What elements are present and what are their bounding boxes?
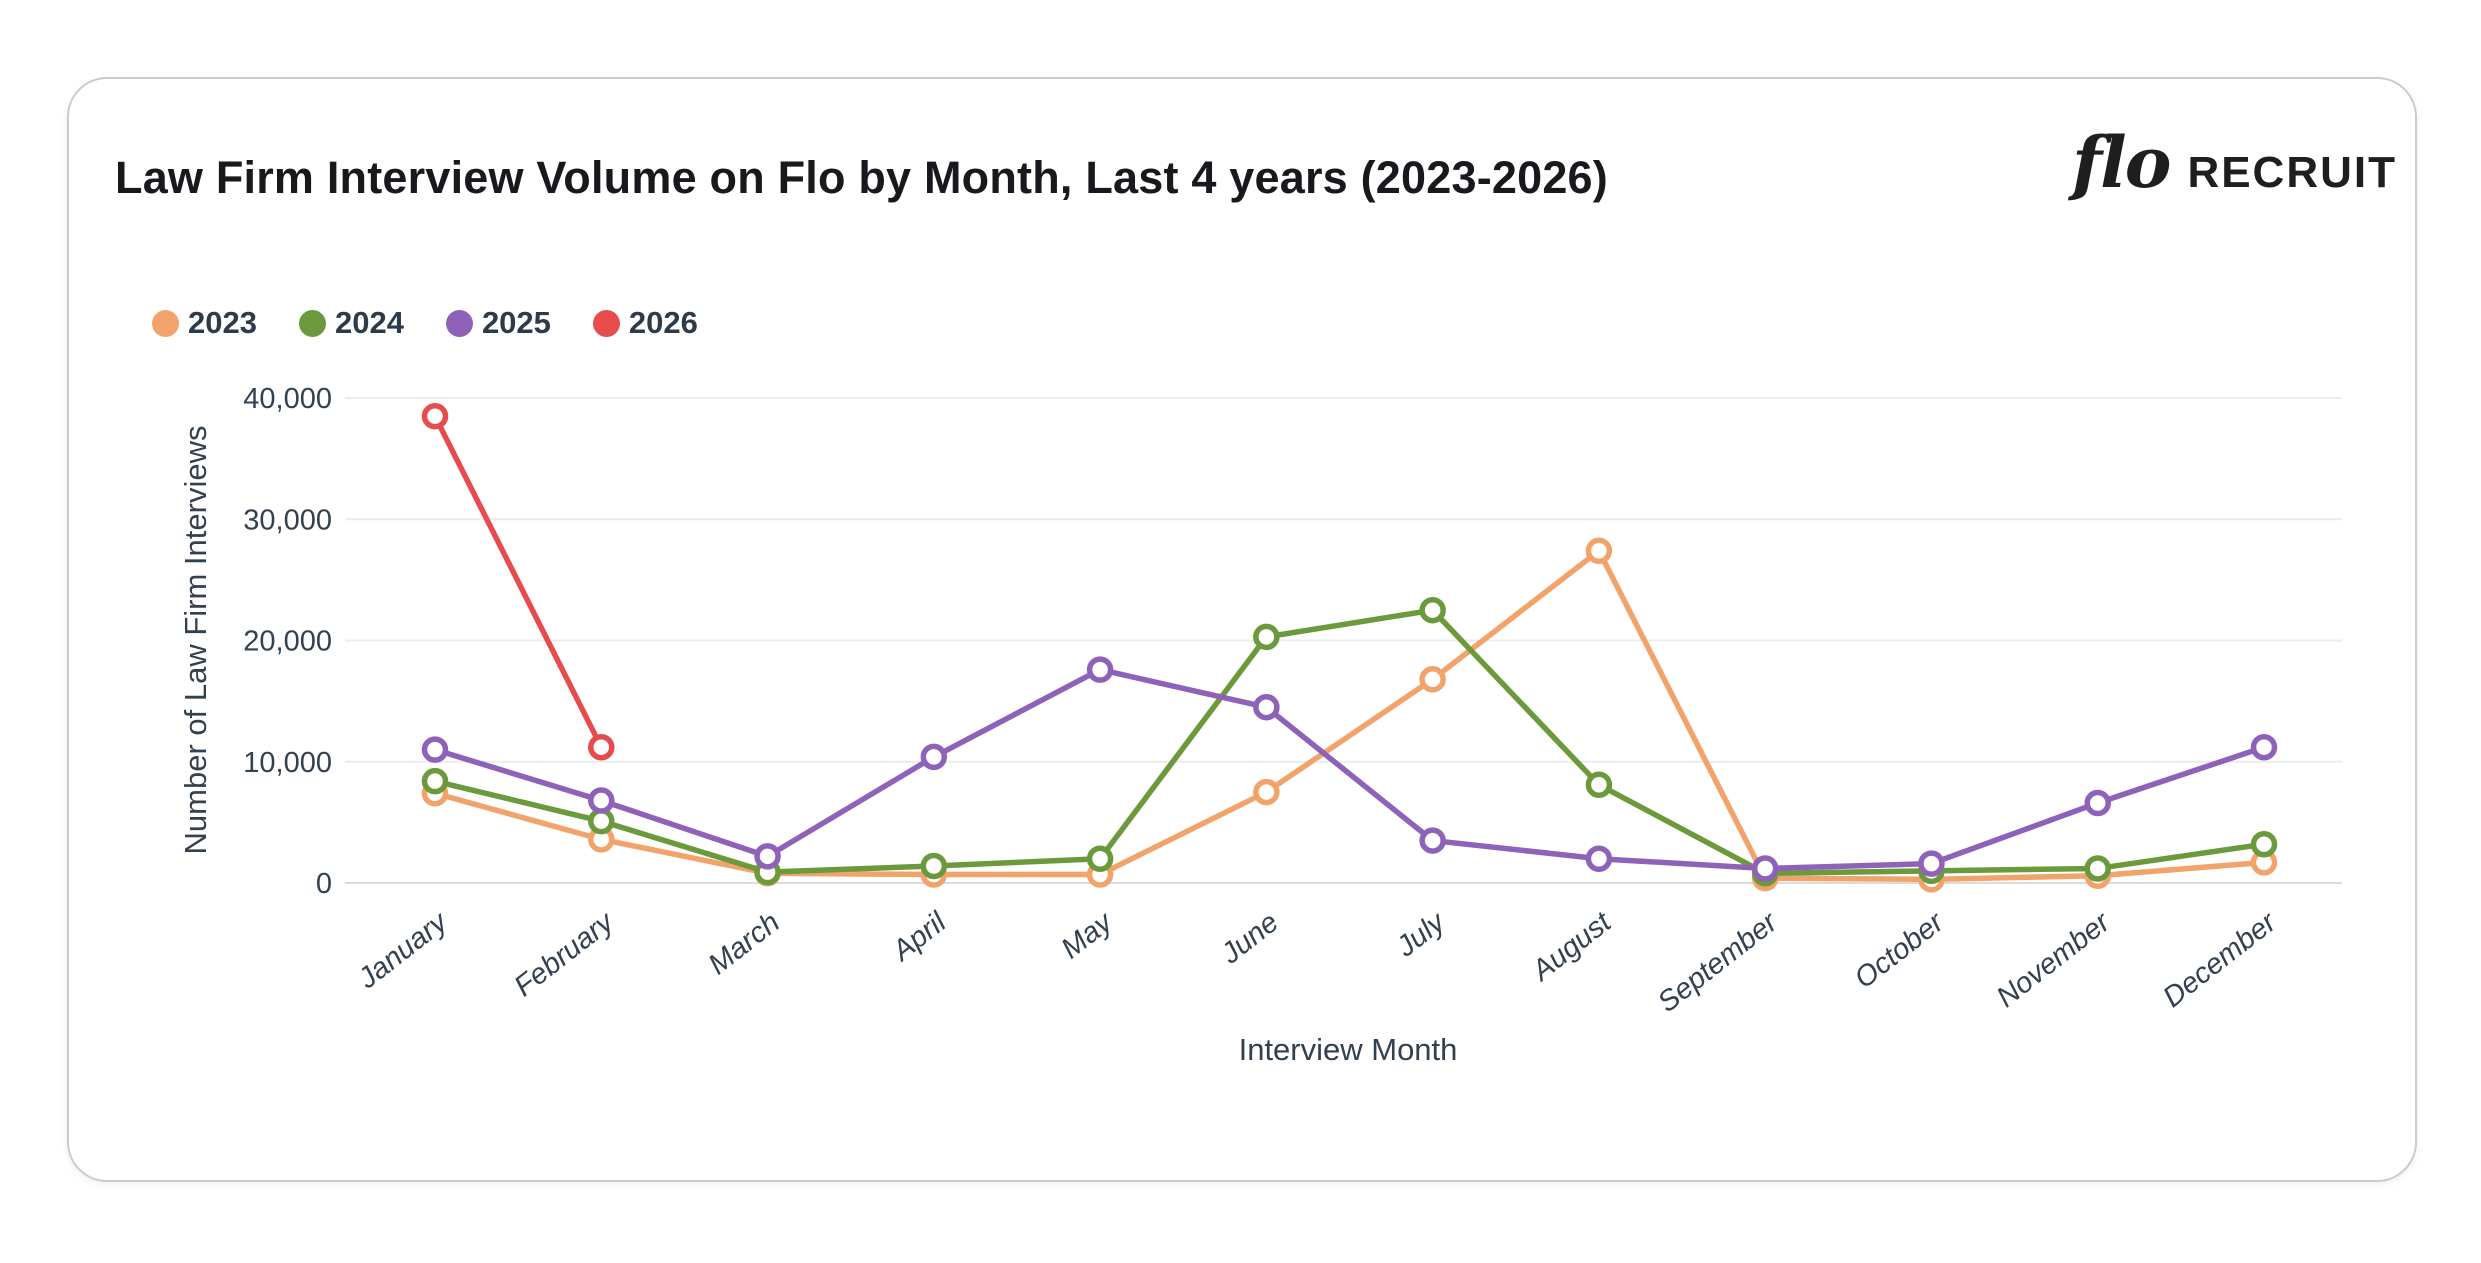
data-point-2025-March[interactable] <box>754 843 781 870</box>
x-tick-October: October <box>1849 905 1951 995</box>
x-tick-July: July <box>1390 905 1452 964</box>
data-point-2023-August[interactable] <box>1585 537 1613 565</box>
legend-item-2026[interactable]: 2026 <box>592 305 698 341</box>
data-point-2025-January[interactable] <box>421 736 449 763</box>
data-point-2024-July[interactable] <box>1419 596 1446 624</box>
data-point-2025-September[interactable] <box>1751 855 1779 882</box>
data-point-2024-May[interactable] <box>1086 845 1114 872</box>
legend-label-2023: 2023 <box>188 305 257 340</box>
recruit-logo-text: RECRUIT <box>2187 148 2397 197</box>
data-point-2025-June[interactable] <box>1253 693 1280 721</box>
data-point-2025-April[interactable] <box>920 743 948 771</box>
y-tick-30,000: 30,000 <box>243 504 332 536</box>
data-point-2023-June[interactable] <box>1253 778 1280 806</box>
data-point-2025-July[interactable] <box>1419 827 1446 854</box>
legend-label-2024: 2024 <box>334 305 404 340</box>
y-tick-20,000: 20,000 <box>243 626 332 658</box>
data-point-2025-October[interactable] <box>1918 850 1945 877</box>
series-line-2024 <box>434 607 2265 877</box>
y-tick-40,000: 40,000 <box>243 383 332 415</box>
data-point-2026-February[interactable] <box>588 733 615 761</box>
x-tick-January: January <box>352 905 455 995</box>
legend-label-2025: 2025 <box>481 305 551 340</box>
data-point-2026-January[interactable] <box>421 402 449 430</box>
legend-label-2026: 2026 <box>628 305 698 340</box>
x-tick-June: June <box>1215 906 1285 971</box>
legend-item-2023[interactable]: 2023 <box>152 305 257 341</box>
chart-card <box>67 77 2417 1182</box>
x-tick-November: November <box>1991 905 2117 1013</box>
legend-dot-2023-icon <box>152 309 179 337</box>
y-axis-title: Number of Law Firm Interviews <box>178 425 213 855</box>
data-point-2024-December[interactable] <box>2250 830 2278 858</box>
data-point-2024-February[interactable] <box>588 807 615 835</box>
data-point-2025-November[interactable] <box>2084 789 2111 817</box>
x-axis-title: Interview Month <box>1238 1032 1458 1067</box>
x-tick-December: December <box>2157 905 2283 1013</box>
legend-item-2025[interactable]: 2025 <box>445 305 551 341</box>
data-point-2024-January[interactable] <box>421 767 449 795</box>
data-point-2025-August[interactable] <box>1585 845 1613 872</box>
series-line-2023 <box>434 548 2265 883</box>
legend-dot-2024-icon <box>298 309 326 337</box>
x-tick-September: September <box>1652 905 1785 1018</box>
x-tick-April: April <box>885 905 953 968</box>
data-point-2024-November[interactable] <box>2084 855 2111 882</box>
y-tick-0: 0 <box>316 868 332 900</box>
data-point-2023-July[interactable] <box>1419 666 1446 693</box>
data-point-2024-August[interactable] <box>1585 771 1613 799</box>
data-point-2024-June[interactable] <box>1253 623 1280 651</box>
flo-recruit-logo: flo RECRUIT <box>2072 128 2397 198</box>
x-tick-May: May <box>1056 905 1120 965</box>
flo-logo-script: flo <box>2072 121 2171 204</box>
chart-title: Law Firm Interview Volume on Flo by Mont… <box>115 152 1608 203</box>
x-tick-February: February <box>508 905 620 1003</box>
x-tick-March: March <box>703 906 786 981</box>
data-point-2025-May[interactable] <box>1086 656 1114 683</box>
data-point-2025-February[interactable] <box>588 787 615 814</box>
legend-dot-2025-icon <box>445 309 473 337</box>
y-tick-10,000: 10,000 <box>243 747 332 779</box>
data-point-2024-April[interactable] <box>920 852 948 880</box>
data-point-2025-December[interactable] <box>2250 733 2278 761</box>
legend-dot-2026-icon <box>592 309 620 337</box>
legend-item-2024[interactable]: 2024 <box>298 305 404 341</box>
series-line-2025 <box>434 666 2265 872</box>
x-tick-August: August <box>1525 905 1619 988</box>
series-line-2026 <box>432 414 604 749</box>
legend: 2023 2024 2025 2026 <box>152 305 698 341</box>
